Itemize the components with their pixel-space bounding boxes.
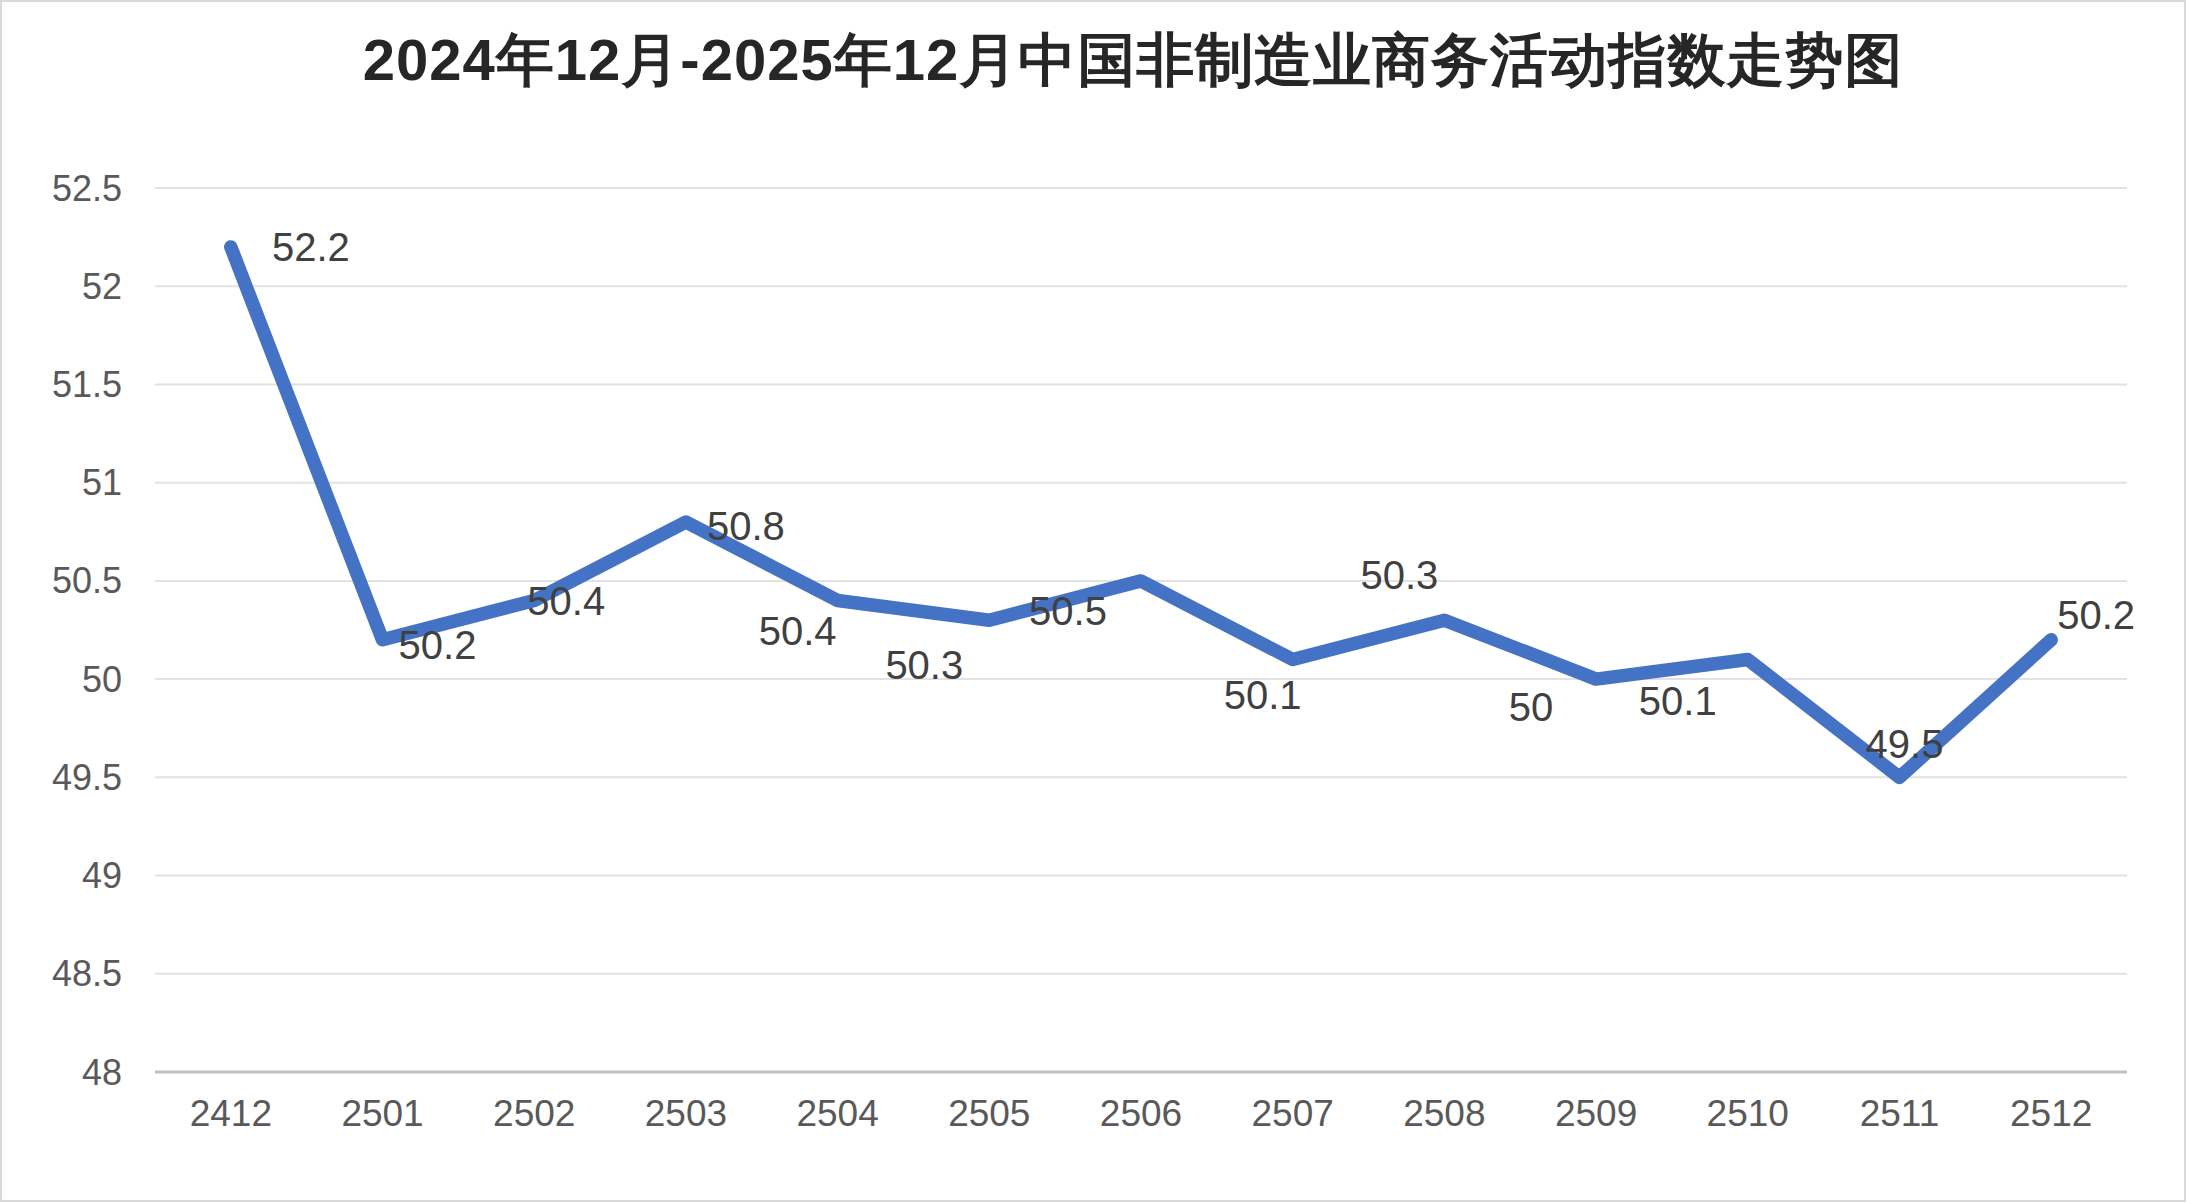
y-axis-tick-label: 49 xyxy=(82,855,122,896)
y-axis-tick-label: 52.5 xyxy=(52,168,122,209)
chart-page: { "chart": { "title": "2024年12月-2025年12月… xyxy=(0,0,2186,1202)
data-point-label: 50.1 xyxy=(1639,679,1717,723)
y-axis-tick-label: 48.5 xyxy=(52,953,122,994)
x-axis-tick-label: 2511 xyxy=(1860,1093,1940,1134)
x-axis-tick-label: 2507 xyxy=(1252,1093,1334,1134)
x-axis-tick-label: 2509 xyxy=(1555,1093,1637,1134)
x-axis-tick-label: 2503 xyxy=(645,1093,727,1134)
data-point-label: 50.4 xyxy=(527,579,605,623)
x-axis-tick-label: 2512 xyxy=(2010,1093,2092,1134)
data-point-label: 50.1 xyxy=(1224,673,1302,717)
data-point-label: 50 xyxy=(1509,685,1554,729)
x-axis-tick-label: 2502 xyxy=(493,1093,575,1134)
line-chart-canvas: 48 48.5 49 49.5 50 50.5 51 51.5 52 52.5 2412 2501 25… xyxy=(0,0,2186,1202)
y-axis-tick-label: 49.5 xyxy=(52,757,122,798)
data-point-label: 50.8 xyxy=(707,504,785,548)
data-point-label: 50.4 xyxy=(759,609,837,653)
y-axis-tick-label: 51 xyxy=(82,462,122,503)
x-axis-tick-label: 2508 xyxy=(1403,1093,1485,1134)
y-axis-tick-label: 50 xyxy=(82,659,122,700)
data-point-label: 50.2 xyxy=(2057,593,2135,637)
data-point-label: 52.2 xyxy=(272,225,350,269)
x-axis-tick-label: 2504 xyxy=(796,1093,878,1134)
x-axis-tick-label: 2505 xyxy=(948,1093,1030,1134)
y-axis-tick-label: 52 xyxy=(82,266,122,307)
data-line xyxy=(231,247,2051,777)
x-axis-tick-label: 2412 xyxy=(190,1093,272,1134)
data-point-label: 50.3 xyxy=(1360,553,1438,597)
data-point-label: 50.2 xyxy=(399,623,477,667)
y-axis-tick-label: 50.5 xyxy=(52,560,122,601)
data-point-label: 50.5 xyxy=(1029,589,1107,633)
x-axis-tick-label: 2501 xyxy=(341,1093,423,1134)
x-axis-tick-label: 2506 xyxy=(1100,1093,1182,1134)
x-axis-tick-label: 2510 xyxy=(1707,1093,1789,1134)
data-point-label: 50.3 xyxy=(885,643,963,687)
data-point-label: 49.5 xyxy=(1866,722,1944,766)
y-axis-tick-label: 48 xyxy=(82,1052,122,1093)
y-axis-tick-label: 51.5 xyxy=(52,364,122,405)
